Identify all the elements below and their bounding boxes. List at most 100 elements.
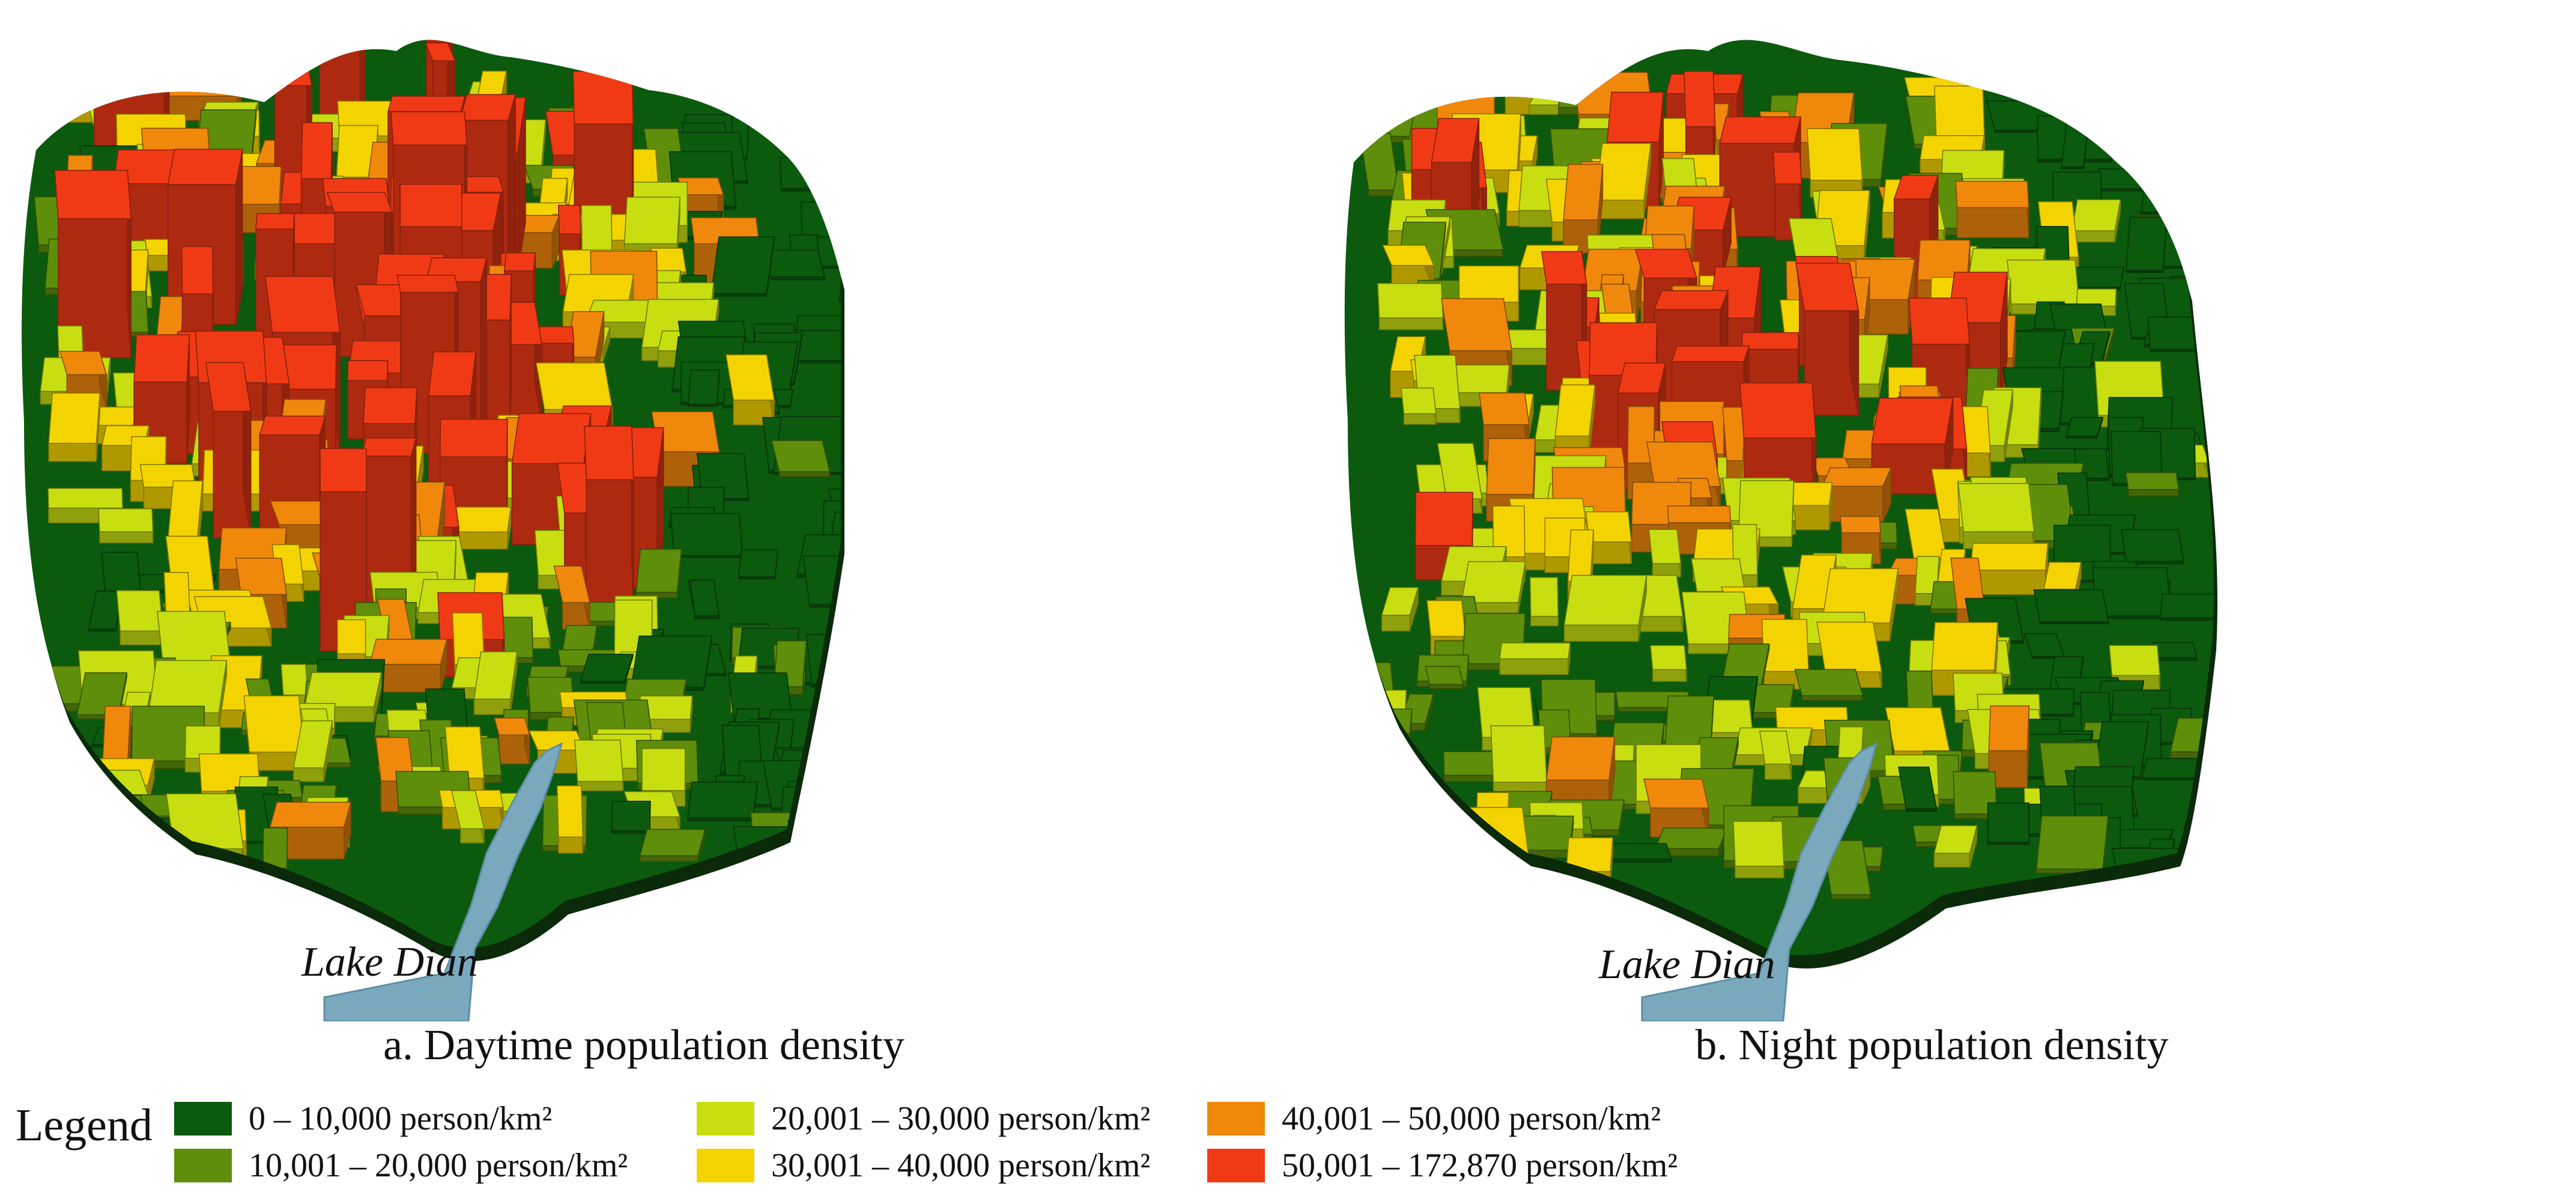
district-block-face	[88, 40, 170, 67]
district-block-face	[2126, 216, 2168, 271]
district-block-face	[687, 781, 758, 819]
district-block-face	[553, 565, 590, 603]
district-block-face	[439, 419, 508, 458]
district-block-face	[863, 115, 868, 163]
district-block-face	[850, 500, 921, 503]
district-block-face	[2065, 416, 2103, 437]
district-block-face	[2103, 144, 2133, 147]
district-block-face	[399, 183, 462, 228]
district-block-face	[639, 829, 706, 857]
district-block-face	[1563, 163, 1604, 220]
district-block-face	[59, 350, 108, 376]
district-block-face	[580, 654, 634, 682]
district-block-face	[903, 105, 912, 136]
district-block-face	[1490, 725, 1547, 783]
legend-item-3: 30,001 – 40,000 person/km²	[697, 1146, 1150, 1185]
district-block-face	[2125, 472, 2180, 490]
district-block-face	[1492, 505, 1526, 558]
district-block-face	[1733, 821, 1784, 867]
district-block-face	[1759, 731, 1792, 765]
district-block-face	[556, 785, 584, 838]
district-block-face	[2140, 183, 2207, 213]
district-block-face	[1554, 384, 1596, 437]
district-block-face	[1479, 392, 1530, 425]
district-block-face	[639, 855, 699, 862]
district-block-face	[558, 836, 584, 854]
district-block-face	[584, 425, 634, 481]
district-block-face	[778, 106, 841, 130]
district-block-face	[877, 489, 885, 517]
district-block-face	[444, 726, 485, 779]
district-block-face	[1655, 827, 1728, 850]
district-block-face	[1447, 818, 1458, 857]
district-block-face	[2120, 114, 2187, 118]
legend-label: 30,001 – 40,000 person/km²	[771, 1147, 1151, 1184]
district-block-face	[844, 461, 921, 500]
district-block-face	[725, 354, 775, 401]
district-block-face	[1885, 707, 1950, 752]
district-block-face	[897, 561, 902, 604]
district-block-face	[1667, 505, 1732, 523]
district-block-face	[48, 443, 97, 462]
district-block-face	[850, 748, 857, 777]
district-block-face	[511, 413, 592, 464]
district-block-face	[1604, 858, 1672, 863]
district-block-face	[1377, 283, 1444, 318]
district-block-face	[792, 136, 841, 150]
legend-label: 40,001 – 50,000 person/km²	[1282, 1100, 1661, 1137]
district-block-face	[1403, 818, 1458, 851]
district-block-face	[901, 610, 903, 633]
district-block-face	[2033, 589, 2109, 622]
district-block-face	[2096, 103, 2133, 145]
district-block-face	[243, 695, 305, 753]
district-block-face	[1382, 245, 1435, 266]
district-block-face	[852, 631, 903, 633]
district-block-face	[635, 549, 682, 593]
district-block-face	[849, 556, 855, 607]
district-block-face	[1461, 561, 1526, 603]
district-block-face	[1425, 666, 1464, 685]
district-block-face	[292, 720, 333, 768]
district-block-face	[40, 744, 74, 786]
district-block-face	[2217, 718, 2225, 758]
district-block-face	[1653, 290, 1729, 310]
district-block-face	[300, 122, 333, 180]
district-block-face	[255, 213, 295, 230]
district-block-face	[611, 800, 651, 832]
district-block-face	[832, 820, 840, 869]
district-block-face	[910, 302, 917, 320]
district-block-face	[1646, 441, 1721, 487]
district-block-face	[57, 84, 121, 104]
district-block-face	[1956, 207, 2029, 239]
district-block-face	[1405, 836, 1467, 853]
legend-swatch	[174, 1149, 232, 1182]
district-block-face	[1794, 669, 1864, 696]
district-block-face	[94, 836, 139, 844]
district-block-face	[1381, 587, 1419, 616]
district-block-face	[839, 297, 841, 302]
district-block-face	[1435, 806, 1437, 836]
district-block-face	[1898, 766, 1938, 809]
district-block-face	[55, 806, 82, 854]
district-block-face	[1816, 621, 1882, 672]
district-block-face	[854, 316, 855, 340]
district-block-face	[167, 148, 243, 185]
district-block-face	[838, 281, 841, 299]
district-block-face	[2201, 183, 2207, 214]
district-block-face	[2007, 260, 2080, 305]
district-block-face	[88, 590, 124, 630]
district-block-face	[1414, 491, 1473, 546]
district-block-face	[101, 552, 141, 593]
legend-label: 20,001 – 30,000 person/km²	[771, 1100, 1151, 1137]
district-block-face	[292, 767, 324, 782]
district-block-face	[1378, 317, 1444, 330]
district-block-face	[1366, 826, 1437, 842]
district-block-face	[269, 60, 312, 87]
district-block-face	[1801, 695, 1864, 701]
district-block-face	[120, 630, 163, 646]
district-block-face	[535, 362, 613, 410]
district-block-face	[133, 334, 190, 383]
district-block-face	[1893, 175, 1939, 199]
district-block-face	[2169, 717, 2214, 753]
district-block-face	[2071, 199, 2121, 231]
